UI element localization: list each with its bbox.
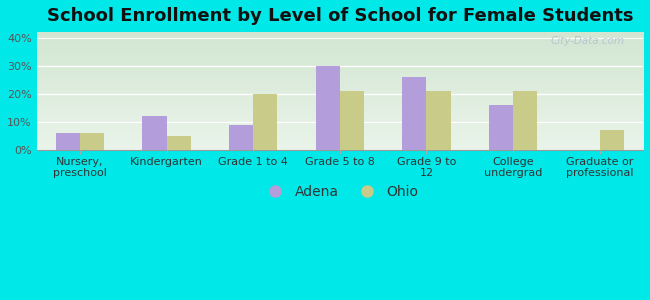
Legend: Adena, Ohio: Adena, Ohio bbox=[256, 179, 424, 204]
Title: School Enrollment by Level of School for Female Students: School Enrollment by Level of School for… bbox=[47, 7, 633, 25]
Bar bbox=[340, 91, 364, 150]
Bar bbox=[229, 124, 253, 150]
Bar bbox=[56, 133, 80, 150]
Bar bbox=[402, 77, 426, 150]
Bar bbox=[315, 66, 340, 150]
Bar bbox=[166, 136, 191, 150]
Bar bbox=[80, 133, 104, 150]
Bar bbox=[600, 130, 624, 150]
Bar bbox=[489, 105, 513, 150]
Bar bbox=[253, 94, 278, 150]
Text: City-Data.com: City-Data.com bbox=[551, 36, 625, 46]
Bar bbox=[142, 116, 166, 150]
Bar bbox=[426, 91, 450, 150]
Bar bbox=[513, 91, 538, 150]
